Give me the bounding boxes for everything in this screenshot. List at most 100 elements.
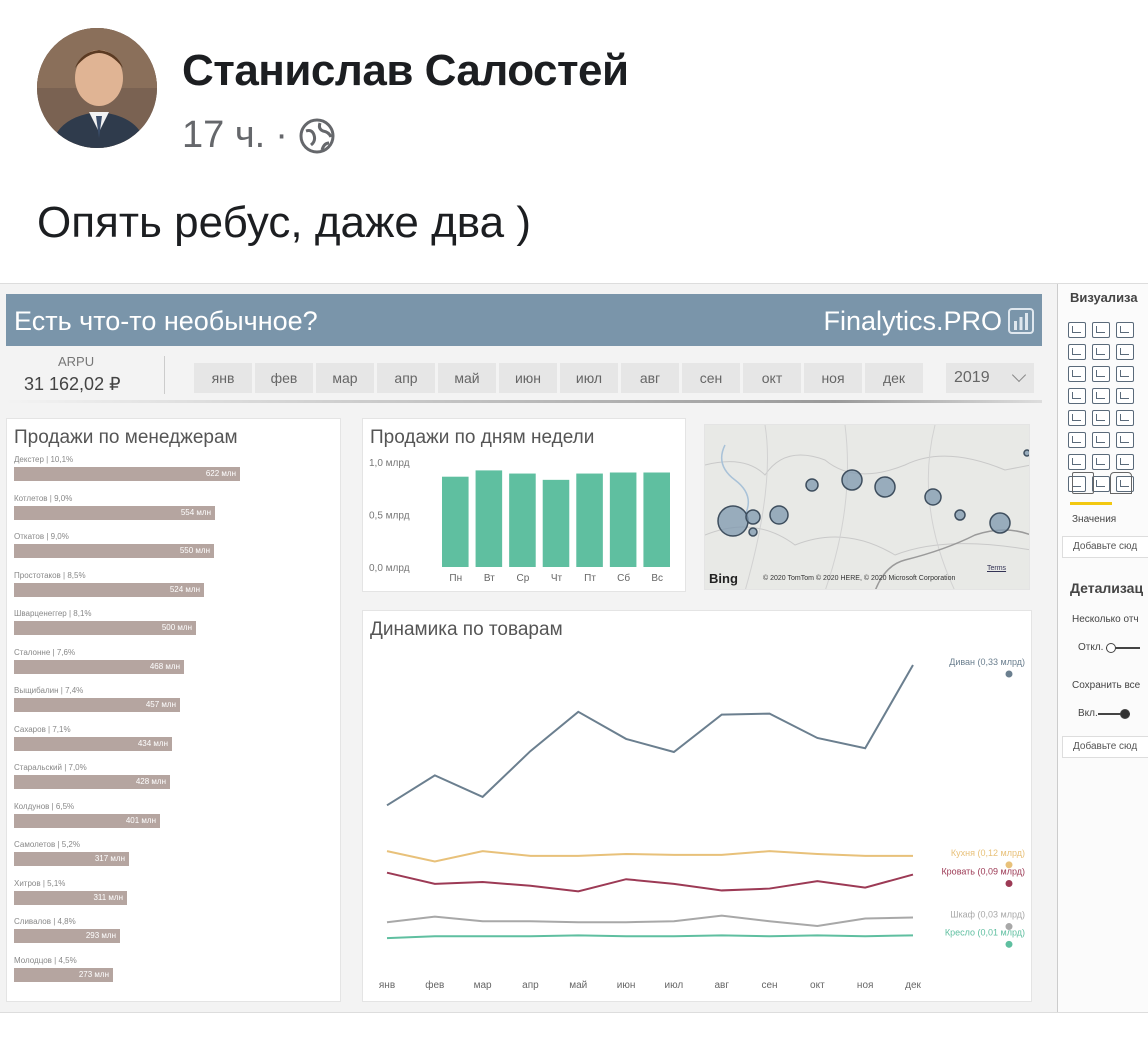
- globe-icon: [299, 118, 335, 153]
- x-tick-label: июн: [617, 980, 636, 991]
- visual-type-icon[interactable]: [1068, 410, 1086, 426]
- month-button[interactable]: окт: [743, 363, 801, 393]
- manager-row[interactable]: Шварценеггер | 8,1% 500 млн: [14, 609, 196, 635]
- visual-type-icon[interactable]: [1116, 432, 1134, 448]
- series-line: [386, 664, 914, 807]
- manager-value: 524 млн: [169, 584, 200, 594]
- visual-type-icon[interactable]: [1092, 432, 1110, 448]
- avatar[interactable]: [37, 28, 157, 148]
- month-button[interactable]: апр: [377, 363, 435, 393]
- x-tick-label: Пт: [584, 573, 596, 584]
- manager-row[interactable]: Сливалов | 4,8% 293 млн: [14, 917, 120, 943]
- weekday-bar: [643, 472, 670, 567]
- month-button[interactable]: май: [438, 363, 496, 393]
- weekday-chart: 1,0 млрд 0,5 млрд 0,0 млрд Пн Вт Ср Чт Пт Сб Вс: [369, 458, 670, 584]
- manager-label: Молодцов | 4,5%: [14, 955, 77, 965]
- visual-type-icon[interactable]: [1068, 344, 1086, 360]
- manager-bar: 311 млн: [14, 890, 127, 905]
- x-tick-label: Чт: [551, 573, 563, 584]
- visual-type-icon[interactable]: [1116, 454, 1134, 470]
- manager-row[interactable]: Старальский | 7,0% 428 млн: [14, 763, 170, 789]
- visual-type-icon[interactable]: [1068, 454, 1086, 470]
- visual-type-icon[interactable]: [1116, 366, 1134, 382]
- visual-type-icon[interactable]: [1068, 322, 1086, 338]
- report-banner: Есть что-то необычное? Finalytics.PRO: [6, 294, 1042, 346]
- manager-row[interactable]: Колдунов | 6,5% 401 млн: [14, 802, 160, 828]
- visual-type-icon[interactable]: [1092, 322, 1110, 338]
- brand-logo-icon: [1008, 308, 1034, 334]
- visual-type-icon[interactable]: [1092, 476, 1110, 492]
- active-tab-indicator: [1070, 502, 1112, 505]
- month-button[interactable]: фев: [255, 363, 313, 393]
- series-label: Диван (0,33 млрд): [949, 657, 1025, 667]
- manager-row[interactable]: Самолетов | 5,2% 317 млн: [14, 840, 129, 866]
- visual-type-icon[interactable]: [1092, 366, 1110, 382]
- values-drop-field[interactable]: Добавьте сюд: [1062, 536, 1148, 558]
- manager-label: Откатов | 9,0%: [14, 532, 69, 541]
- month-button[interactable]: янв: [194, 363, 252, 393]
- cross-report-label: Несколько отч: [1072, 614, 1139, 625]
- manager-row[interactable]: Простотаков | 8,5% 524 млн: [14, 571, 204, 597]
- visual-type-icon[interactable]: [1068, 388, 1086, 404]
- month-button[interactable]: мар: [316, 363, 374, 393]
- manager-label: Хитров | 5,1%: [14, 878, 66, 888]
- month-button[interactable]: сен: [682, 363, 740, 393]
- manager-value: 622 млн: [205, 469, 236, 478]
- post-time[interactable]: 17 ч.: [182, 114, 266, 156]
- visual-type-icon[interactable]: [1116, 322, 1134, 338]
- manager-row[interactable]: Сахаров | 7,1% 434 млн: [14, 725, 172, 751]
- cross-report-toggle[interactable]: [1106, 643, 1140, 653]
- visual-type-icon[interactable]: [1116, 388, 1134, 404]
- visual-type-icon[interactable]: [1116, 476, 1134, 492]
- weekday-bar: [542, 479, 570, 567]
- format-paint-roller-icon[interactable]: [1110, 472, 1132, 494]
- visual-type-icon[interactable]: [1068, 366, 1086, 382]
- values-label: Значения: [1072, 514, 1117, 525]
- visual-type-icon[interactable]: [1092, 388, 1110, 404]
- month-button[interactable]: ноя: [804, 363, 862, 393]
- manager-value: 428 млн: [135, 777, 166, 786]
- manager-label: Котлетов | 9,0%: [14, 493, 73, 503]
- meta-separator: ·: [275, 114, 288, 156]
- manager-label: Сталонне | 7,6%: [14, 647, 76, 657]
- month-button[interactable]: авг: [621, 363, 679, 393]
- weekday-bar: [509, 473, 536, 567]
- y-tick-label: 0,5 млрд: [369, 511, 410, 522]
- visual-type-icon[interactable]: [1116, 410, 1134, 426]
- chevron-down-icon: [1011, 367, 1027, 383]
- visual-type-icon[interactable]: [1116, 344, 1134, 360]
- visual-type-icon[interactable]: [1092, 454, 1110, 470]
- map-terms-link[interactable]: Terms: [987, 565, 1007, 572]
- series-line: [386, 871, 914, 893]
- year-select[interactable]: 2019: [946, 363, 1034, 393]
- manager-row[interactable]: Котлетов | 9,0% 554 млн: [14, 494, 215, 520]
- manager-label: Самолетов | 5,2%: [14, 840, 80, 849]
- products-title: Динамика по товарам: [370, 619, 563, 640]
- manager-row[interactable]: Молодцов | 4,5% 273 млн: [14, 956, 113, 982]
- month-button[interactable]: июл: [560, 363, 618, 393]
- manager-bar: 457 млн: [14, 698, 180, 712]
- manager-row[interactable]: Выщибалин | 7,4% 457 млн: [14, 686, 180, 712]
- manager-row[interactable]: Сталонне | 7,6% 468 млн: [14, 648, 184, 674]
- drillthrough-drop-field[interactable]: Добавьте сюд: [1062, 736, 1148, 758]
- manager-row[interactable]: Откатов | 9,0% 550 млн: [14, 532, 214, 558]
- author-name[interactable]: Станислав Салостей: [182, 46, 629, 95]
- series-label: Кухня (0,12 млрд): [951, 848, 1025, 858]
- visual-type-icon[interactable]: [1092, 410, 1110, 426]
- visual-type-icon[interactable]: [1092, 344, 1110, 360]
- weekday-bar: [475, 470, 503, 567]
- manager-label: Простотаков | 8,5%: [14, 570, 86, 580]
- month-button[interactable]: дек: [865, 363, 923, 393]
- visual-type-icon[interactable]: [1068, 432, 1086, 448]
- report-screenshot[interactable]: Есть что-то необычное? Finalytics.PRO AR…: [0, 283, 1148, 1013]
- manager-label: Шварценеггер | 8,1%: [14, 609, 92, 618]
- map-panel[interactable]: Bing © 2020 TomTom © 2020 HERE, © 2020 M…: [704, 424, 1030, 590]
- fields-tab-icon[interactable]: [1072, 472, 1094, 494]
- manager-row[interactable]: Декстер | 10,1% 622 млн: [14, 455, 240, 481]
- month-slicer: янв фев мар апр май июн июл авг сен окт ноя дек: [194, 363, 923, 393]
- keep-filters-toggle[interactable]: [1098, 709, 1130, 719]
- x-tick-label: Вс: [651, 573, 663, 584]
- manager-row[interactable]: Хитров | 5,1% 311 млн: [14, 879, 127, 905]
- month-button[interactable]: июн: [499, 363, 557, 393]
- series-label: Кровать (0,09 млрд): [941, 867, 1025, 877]
